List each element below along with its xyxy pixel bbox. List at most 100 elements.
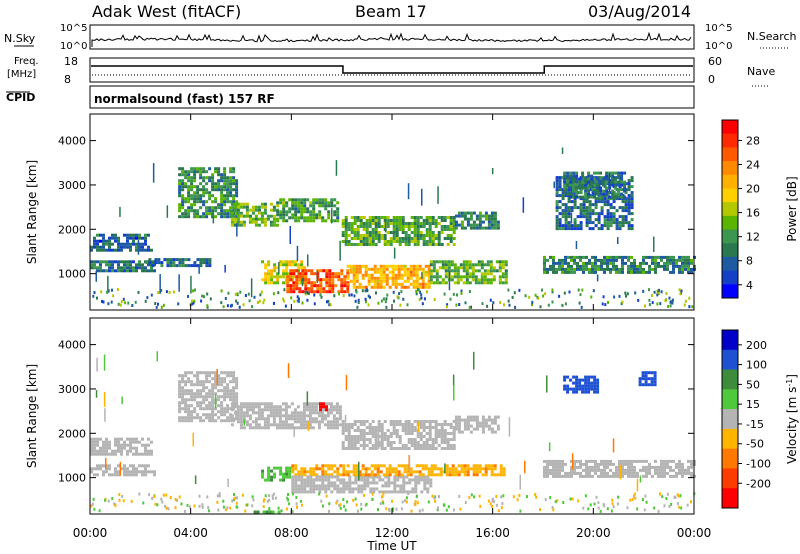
- velocity-cell: [416, 441, 420, 444]
- velocity-cell: [361, 464, 365, 468]
- power-cell: [412, 273, 416, 277]
- velocity-cell: [552, 471, 555, 475]
- velocity-noise: [587, 507, 590, 511]
- power-cell: [232, 206, 236, 210]
- power-cell: [120, 269, 123, 273]
- velocity-cell: [431, 444, 435, 447]
- power-cell: [129, 260, 132, 264]
- velocity-cell: [426, 478, 430, 482]
- power-cell: [223, 185, 227, 189]
- velocity-cell: [383, 420, 387, 423]
- power-cell: [379, 273, 383, 277]
- velocity-cell: [452, 447, 456, 450]
- velocity-cell: [193, 398, 197, 402]
- velocity-cell: [437, 429, 441, 432]
- velocity-noise: [98, 509, 101, 513]
- velocity-cell: [318, 490, 322, 494]
- power-cell: [324, 219, 328, 223]
- velocity-cell: [99, 452, 102, 456]
- power-noise: [624, 291, 627, 295]
- velocity-cell: [576, 459, 579, 463]
- velocity-noise: [174, 498, 177, 501]
- velocity-cell: [335, 426, 339, 430]
- velocity-cell: [199, 401, 203, 405]
- velocity-cell: [208, 380, 212, 384]
- power-cell: [627, 185, 631, 189]
- power-cell: [678, 270, 681, 274]
- velocity-noise: [122, 499, 125, 503]
- power-colorbar-swatch: [722, 256, 738, 272]
- power-cell: [454, 226, 458, 230]
- velocity-cell: [648, 468, 651, 472]
- velocity-cell: [311, 408, 315, 412]
- power-data: [90, 147, 696, 309]
- velocity-cell: [114, 440, 117, 444]
- velocity-cell: [105, 449, 108, 453]
- power-cell: [581, 180, 585, 184]
- velocity-cell: [322, 402, 325, 406]
- power-cell: [187, 194, 191, 198]
- power-cell: [435, 272, 439, 276]
- velocity-cell: [297, 475, 301, 479]
- velocity-cell: [254, 423, 258, 427]
- velocity-cell: [338, 411, 342, 415]
- power-cell: [401, 216, 405, 219]
- power-cell: [561, 197, 565, 201]
- power-cell: [588, 212, 592, 216]
- power-cell: [627, 267, 630, 271]
- power-cell: [555, 191, 559, 195]
- power-cell: [193, 212, 197, 216]
- power-cell: [297, 198, 301, 202]
- velocity-cell: [593, 378, 597, 382]
- velocity-cell: [294, 487, 298, 491]
- velocity-cell: [230, 414, 234, 418]
- power-cell: [111, 260, 114, 264]
- velocity-cell: [239, 420, 243, 424]
- power-cell: [498, 263, 502, 267]
- velocity-noise: [268, 494, 271, 498]
- velocity-cell: [297, 490, 301, 494]
- power-cell: [612, 200, 616, 204]
- velocity-cell: [434, 441, 438, 444]
- velocity-cell: [481, 473, 485, 477]
- velocity-cell: [342, 484, 346, 488]
- power-cell: [587, 180, 591, 184]
- power-cell: [331, 281, 335, 285]
- power-noise: [671, 301, 674, 305]
- power-cell: [581, 174, 585, 178]
- velocity-cell: [558, 471, 561, 475]
- velocity-cell: [585, 462, 588, 466]
- velocity-cell: [319, 405, 322, 409]
- power-cell: [99, 248, 102, 252]
- y-tick-label: 4000: [58, 339, 86, 352]
- power-cell: [576, 227, 580, 231]
- power-cell: [245, 208, 249, 212]
- power-cell: [466, 211, 470, 215]
- velocity-cell: [202, 389, 206, 393]
- velocity-cell: [687, 471, 690, 475]
- y-tick-label: 3000: [58, 383, 86, 396]
- power-noise: [329, 303, 332, 307]
- velocity-cell: [555, 471, 558, 475]
- power-cell: [114, 236, 117, 240]
- power-cell: [99, 245, 102, 249]
- power-cell: [202, 200, 206, 204]
- power-cell: [310, 287, 314, 291]
- velocity-cell: [573, 468, 576, 472]
- power-cell: [609, 215, 613, 219]
- velocity-cell: [380, 441, 384, 444]
- velocity-cell: [193, 416, 197, 420]
- velocity-cell: [287, 426, 291, 430]
- velocity-noise: [222, 505, 225, 509]
- power-cell: [123, 245, 126, 249]
- power-cell: [432, 281, 436, 285]
- velocity-cell: [353, 429, 357, 432]
- power-cell: [377, 240, 381, 243]
- velocity-cell: [425, 426, 429, 429]
- velocity-cell: [306, 490, 310, 494]
- power-cell: [236, 211, 240, 215]
- power-cell: [123, 269, 126, 273]
- velocity-cell: [320, 414, 324, 418]
- power-cell: [199, 206, 203, 210]
- power-cell: [263, 211, 267, 215]
